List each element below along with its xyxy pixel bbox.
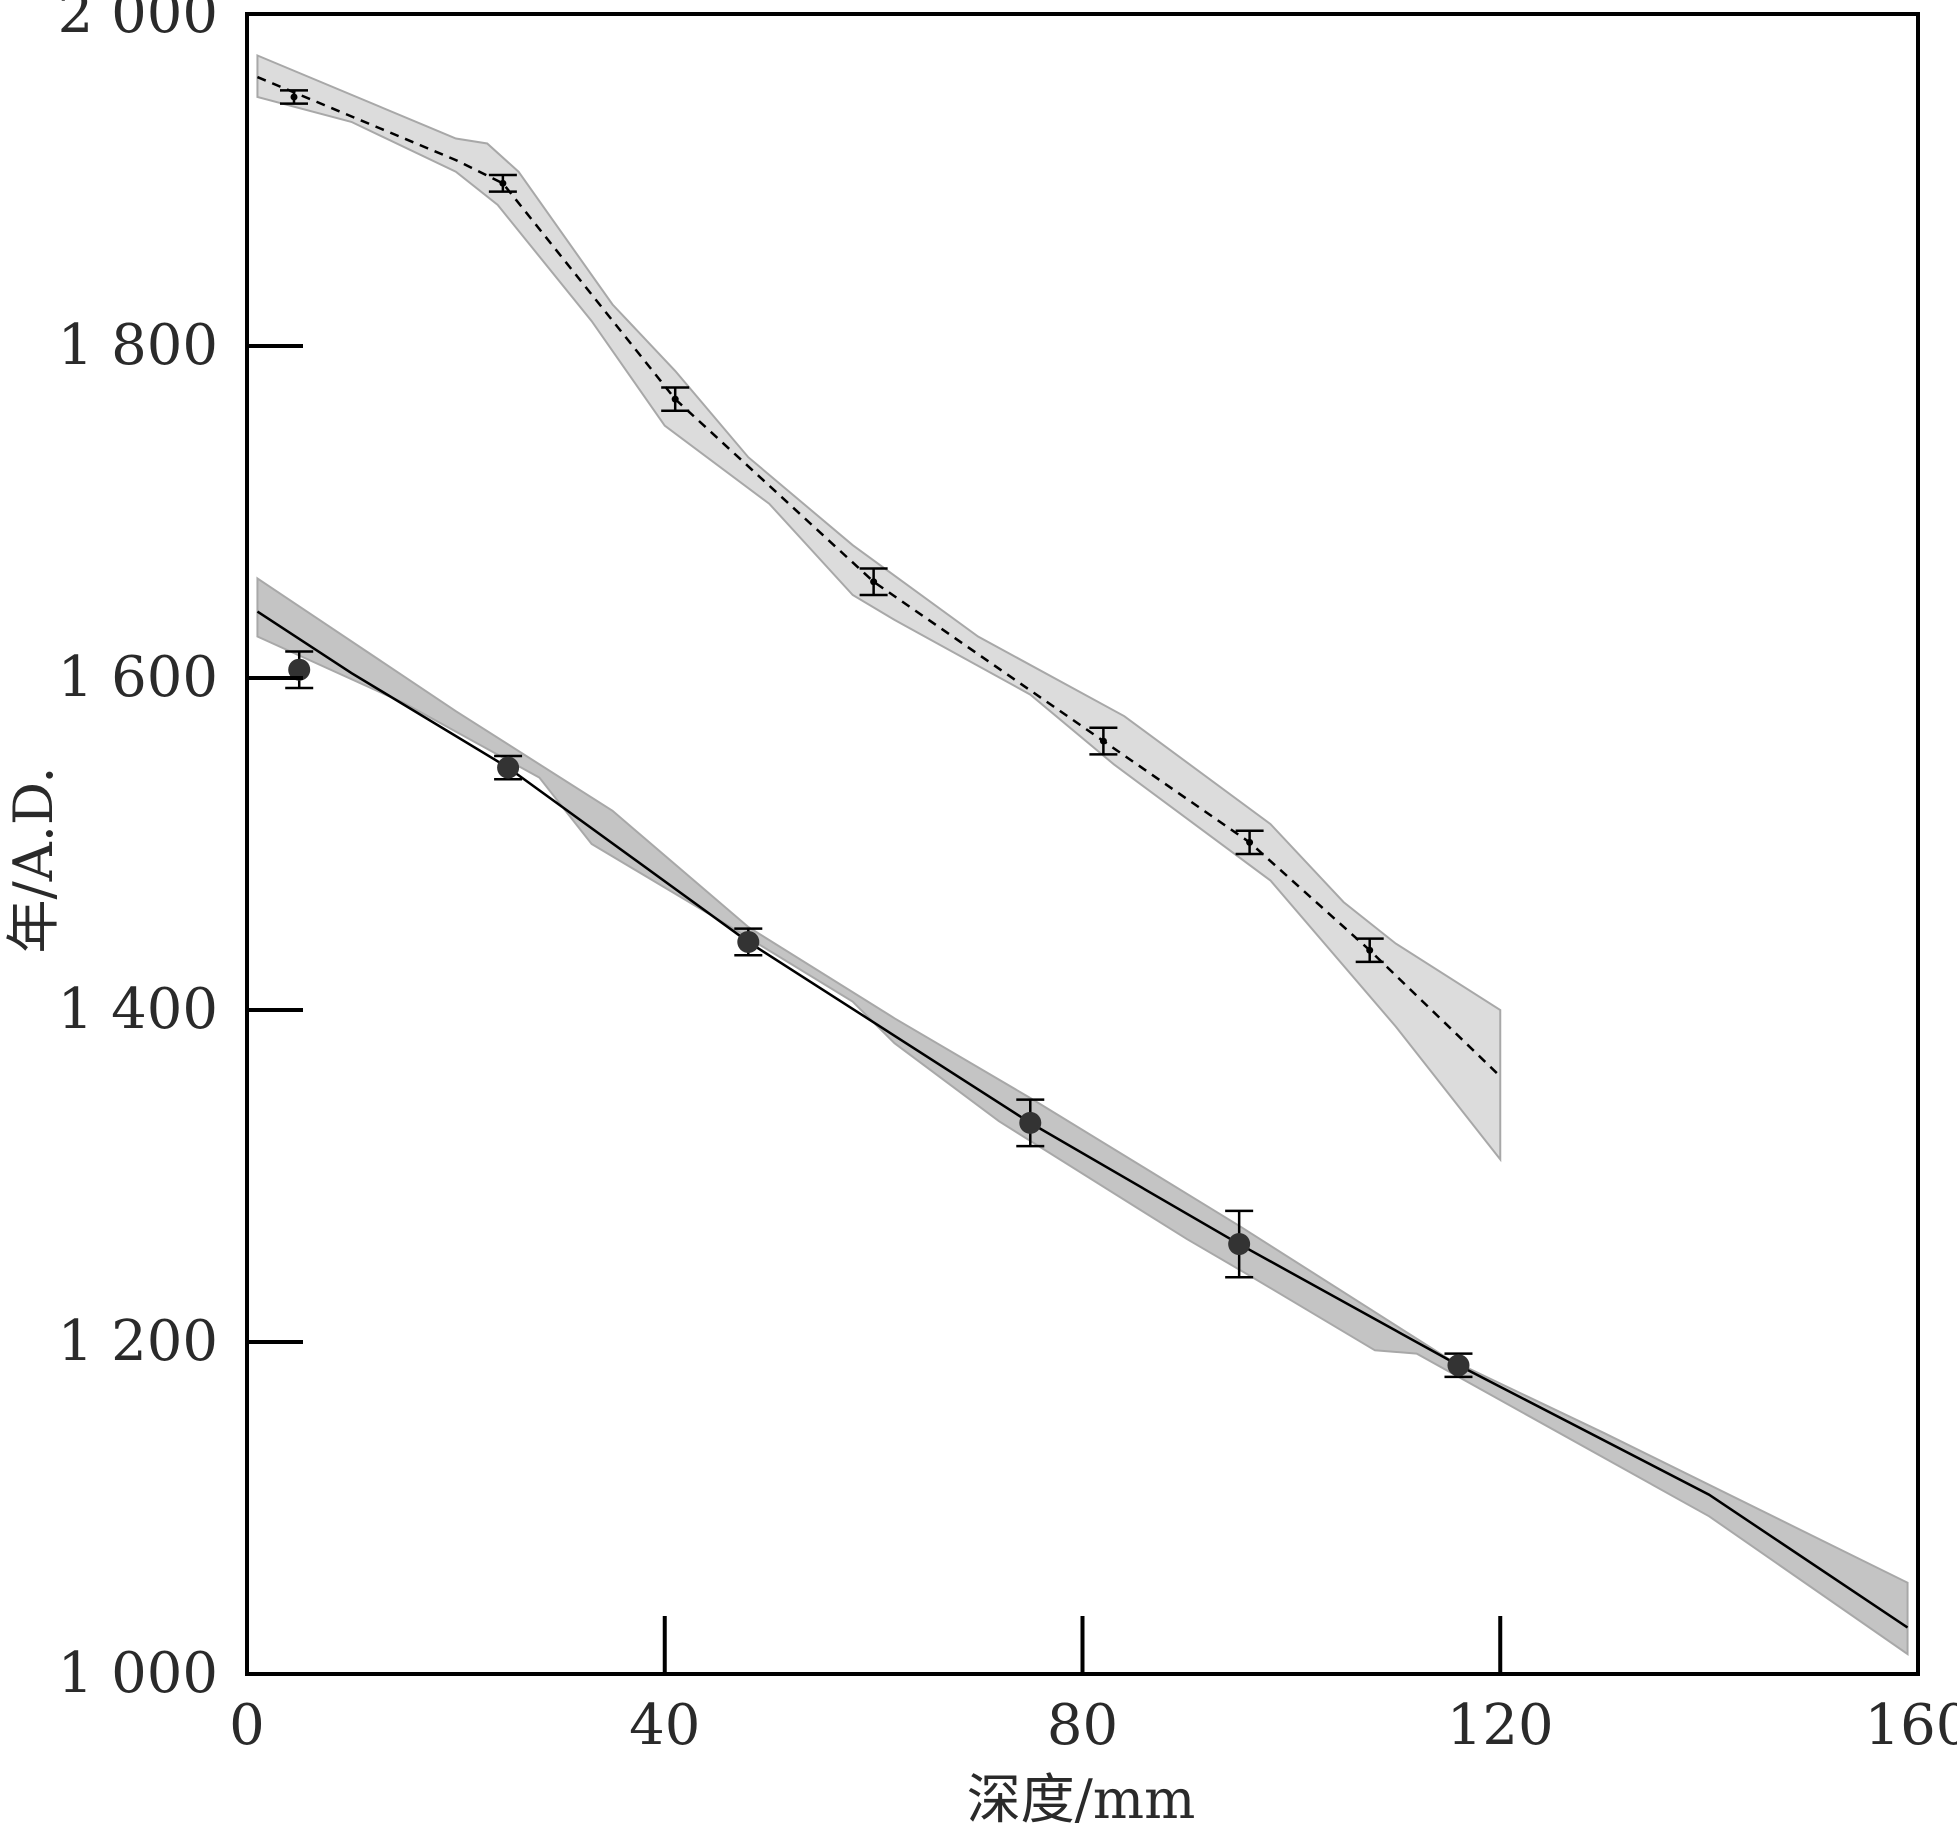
data-point <box>497 756 520 779</box>
x-tick-label: 80 <box>1047 1693 1118 1758</box>
data-point <box>1447 1354 1470 1377</box>
data-point <box>1099 737 1107 745</box>
confidence-bands <box>256 53 1909 1656</box>
axes <box>245 12 1920 1676</box>
x-tick-label: 160 <box>1865 1693 1957 1758</box>
x-tick-label: 0 <box>229 1693 265 1758</box>
data-point <box>1246 838 1254 846</box>
x-axis-label: 深度/mm <box>967 1768 1196 1829</box>
data-point <box>870 578 878 586</box>
data-points <box>279 89 1473 1379</box>
y-tick-label: 1 800 <box>58 313 218 378</box>
y-tick-label: 1 600 <box>58 645 218 710</box>
series-line-1 <box>256 75 1502 1078</box>
series-lines <box>256 75 1909 1629</box>
y-tick-label: 2 000 <box>58 0 218 46</box>
ticks: 1 000 1 200 1 400 1 600 1 800 2 000 0 40 80 120 16… <box>58 0 1957 1758</box>
plot-frame <box>245 12 1920 1676</box>
data-point <box>1019 1111 1042 1134</box>
y-axis-label: 年/A.D. <box>2 767 65 954</box>
data-point <box>290 93 298 101</box>
y-tick-label: 1 400 <box>58 977 218 1042</box>
data-point <box>288 658 311 681</box>
data-point <box>1228 1233 1251 1256</box>
y-tick-label: 1 000 <box>58 1641 218 1706</box>
y-tick-label: 1 200 <box>58 1309 218 1374</box>
confidence-band-1 <box>256 53 1502 1163</box>
data-point <box>499 179 507 187</box>
data-point <box>1366 946 1374 954</box>
data-point <box>671 395 679 403</box>
x-tick-label: 40 <box>629 1693 700 1758</box>
x-tick-label: 120 <box>1447 1693 1554 1758</box>
data-point <box>737 930 760 953</box>
confidence-band-2 <box>256 576 1909 1656</box>
